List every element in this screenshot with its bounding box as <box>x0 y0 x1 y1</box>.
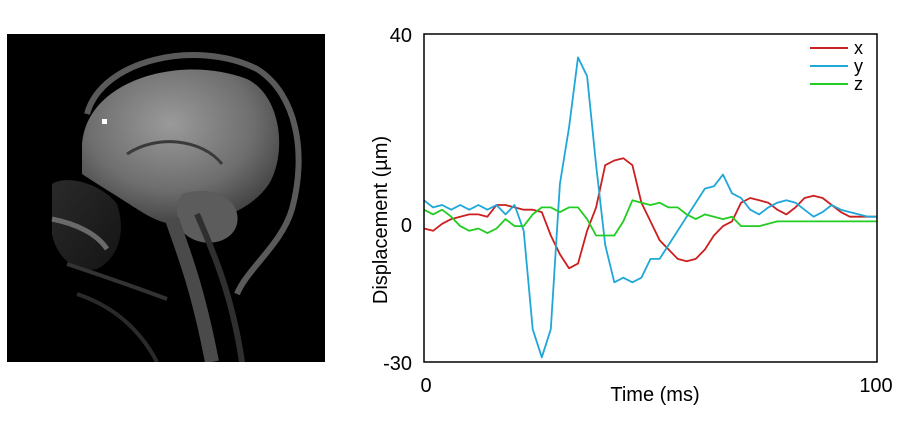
legend-label-y: y <box>854 56 863 76</box>
y-tick-label-top: 40 <box>390 25 412 47</box>
plot-area <box>423 56 877 359</box>
mri-sagittal-head-image <box>7 34 325 362</box>
series-line-x <box>423 157 877 270</box>
legend-label-x: x <box>854 38 863 58</box>
legend: xyz <box>810 38 863 94</box>
y-tick-label-zero: 0 <box>401 215 412 237</box>
y-axis-label: Displacement (µm) <box>370 136 392 304</box>
series-line-y <box>423 56 877 359</box>
x-tick-label-right: 100 <box>859 375 892 397</box>
series-line-z <box>423 199 877 237</box>
x-axis-label: Time (ms) <box>610 384 699 406</box>
plot-frame <box>423 33 878 363</box>
x-tick-label-left: 0 <box>420 375 431 397</box>
y-tick-label-bottom: -30 <box>383 353 412 375</box>
legend-label-z: z <box>854 74 863 94</box>
